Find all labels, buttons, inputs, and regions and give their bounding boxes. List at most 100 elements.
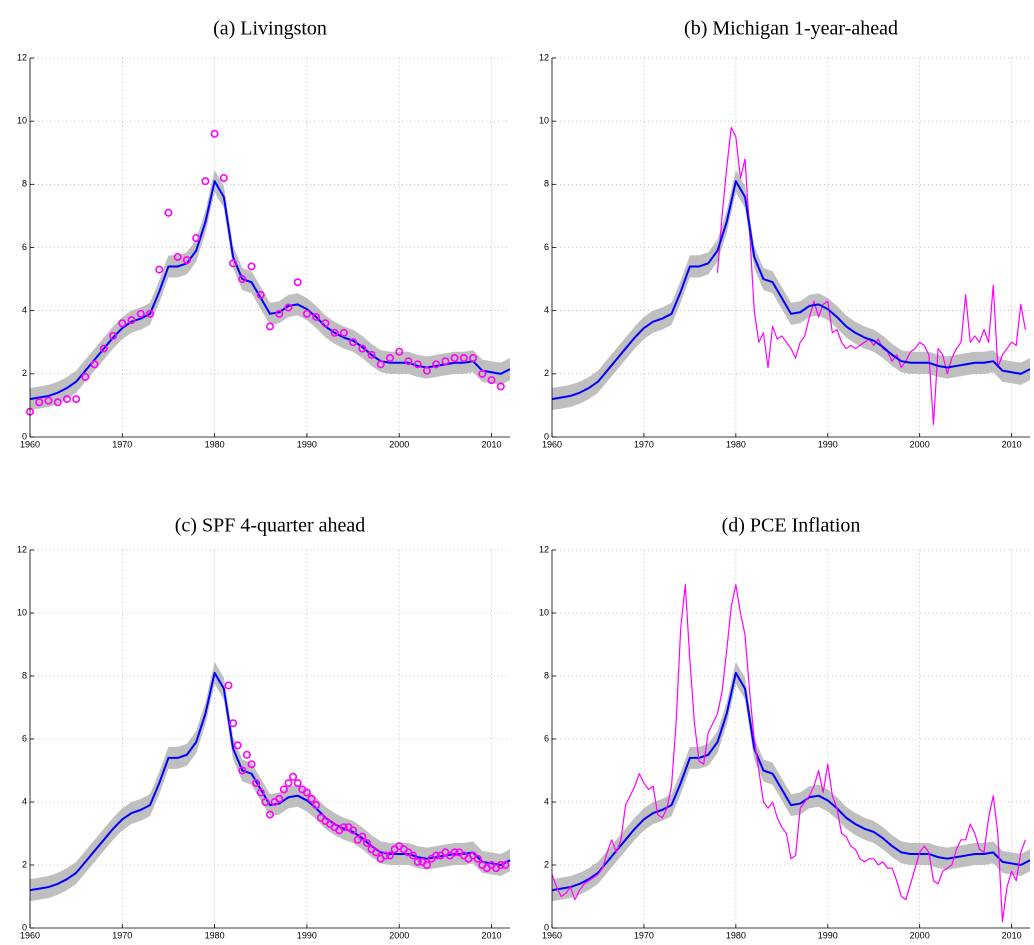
data-point — [312, 312, 321, 321]
data-point — [256, 788, 265, 797]
data-point — [469, 354, 478, 363]
data-point — [192, 234, 201, 243]
y-tick-label: 8 — [544, 670, 549, 680]
data-point — [284, 303, 293, 312]
x-tick-label: 1970 — [112, 930, 132, 940]
data-point — [164, 208, 173, 217]
data-point — [289, 772, 298, 781]
data-point — [302, 309, 311, 318]
data-point — [275, 794, 284, 803]
data-point — [413, 857, 422, 866]
data-point — [72, 395, 81, 404]
data-point — [367, 350, 376, 359]
x-tick-label: 1990 — [297, 930, 317, 940]
y-tick-label: 10 — [17, 607, 27, 617]
x-tick-label: 1980 — [205, 930, 225, 940]
data-point — [381, 851, 390, 860]
data-point — [293, 779, 302, 788]
data-point — [307, 794, 316, 803]
data-point — [279, 785, 288, 794]
data-point — [252, 779, 261, 788]
panel-title: (b) Michigan 1-year-ahead — [684, 18, 898, 40]
y-tick-label: 8 — [22, 670, 27, 680]
data-point — [256, 290, 265, 299]
x-tick-label: 1970 — [634, 439, 654, 449]
data-point — [201, 177, 210, 186]
data-point — [118, 319, 127, 328]
y-tick-label: 10 — [539, 607, 549, 617]
series-line — [551, 584, 1026, 923]
data-point — [275, 309, 284, 318]
data-point — [136, 309, 145, 318]
data-point — [146, 309, 155, 318]
data-point — [302, 788, 311, 797]
data-point — [372, 848, 381, 857]
data-point — [349, 826, 358, 835]
data-point — [62, 395, 71, 404]
x-tick-label: 1960 — [20, 930, 40, 940]
y-tick-label: 0 — [544, 431, 549, 441]
x-tick-label: 1990 — [818, 439, 838, 449]
x-tick-label: 2010 — [482, 930, 502, 940]
y-tick-label: 8 — [22, 179, 27, 189]
data-point — [155, 265, 164, 274]
y-tick-label: 4 — [544, 305, 549, 315]
y-tick-label: 4 — [22, 796, 27, 806]
series-line — [551, 180, 1031, 401]
y-tick-label: 10 — [17, 116, 27, 126]
data-point — [432, 851, 441, 860]
panel-title: (c) SPF 4-quarter ahead — [175, 515, 366, 537]
data-point — [339, 328, 348, 337]
x-tick-label: 1990 — [297, 439, 317, 449]
data-point — [182, 256, 191, 265]
data-point — [229, 719, 238, 728]
data-point — [362, 838, 371, 847]
data-point — [330, 328, 339, 337]
y-tick-label: 12 — [539, 52, 549, 62]
series-line — [29, 671, 511, 892]
data-point — [81, 372, 90, 381]
data-point — [90, 360, 99, 369]
data-point — [385, 851, 394, 860]
data-point — [238, 275, 247, 284]
confidence-band — [552, 661, 1030, 902]
data-point — [349, 338, 358, 347]
y-tick-label: 0 — [22, 922, 27, 932]
data-point — [247, 262, 256, 271]
data-point — [265, 322, 274, 331]
y-tick-label: 0 — [22, 431, 27, 441]
y-tick-label: 4 — [544, 796, 549, 806]
data-point — [487, 376, 496, 385]
data-point — [53, 398, 62, 407]
data-point — [441, 357, 450, 366]
data-point — [501, 860, 510, 869]
data-point — [233, 741, 242, 750]
data-point — [247, 760, 256, 769]
panel-title: (d) PCE Inflation — [722, 515, 861, 537]
x-tick-label: 1960 — [20, 439, 40, 449]
confidence-band — [30, 170, 510, 411]
y-tick-label: 6 — [22, 242, 27, 252]
data-point — [321, 319, 330, 328]
y-tick-label: 2 — [22, 859, 27, 869]
data-point — [409, 851, 418, 860]
data-point — [450, 848, 459, 857]
confidence-band — [30, 661, 510, 902]
data-point — [358, 344, 367, 353]
x-tick-label: 1960 — [542, 439, 562, 449]
data-point — [293, 278, 302, 287]
data-point — [404, 357, 413, 366]
data-point — [459, 354, 468, 363]
data-point — [413, 360, 422, 369]
data-point — [339, 823, 348, 832]
data-point — [395, 347, 404, 356]
y-tick-label: 12 — [17, 52, 27, 62]
y-tick-label: 10 — [539, 116, 549, 126]
x-tick-label: 2010 — [1002, 930, 1022, 940]
data-point — [127, 316, 136, 325]
data-point — [219, 174, 228, 183]
data-point — [109, 331, 118, 340]
y-tick-label: 2 — [544, 368, 549, 378]
data-point — [44, 396, 53, 405]
